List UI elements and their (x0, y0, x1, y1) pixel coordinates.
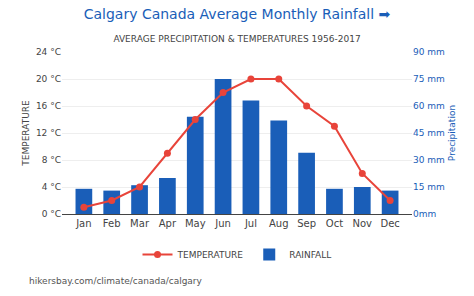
svg-text:Oct: Oct (326, 218, 343, 229)
svg-text:Calgary Canada Average Monthly: Calgary Canada Average Monthly Rainfall … (84, 6, 391, 22)
svg-text:90 mm: 90 mm (413, 47, 445, 57)
svg-text:hikersbay.com/climate/canada/c: hikersbay.com/climate/canada/calgary (29, 276, 203, 286)
svg-text:Feb: Feb (103, 218, 121, 229)
svg-text:Aug: Aug (269, 218, 289, 229)
svg-text:Jan: Jan (75, 218, 91, 229)
svg-text:24 °C: 24 °C (36, 47, 61, 57)
svg-text:75 mm: 75 mm (413, 74, 445, 84)
svg-text:Mar: Mar (130, 218, 150, 229)
svg-text:Dec: Dec (380, 218, 399, 229)
svg-text:AVERAGE PRECIPITATION & TEMPER: AVERAGE PRECIPITATION & TEMPERATURES 195… (113, 34, 360, 44)
svg-text:15 mm: 15 mm (413, 182, 445, 192)
svg-text:4 °C: 4 °C (42, 182, 61, 192)
svg-text:0 °C: 0 °C (42, 209, 61, 219)
svg-text:20 °C: 20 °C (36, 74, 61, 84)
svg-text:45 mm: 45 mm (413, 128, 445, 138)
svg-text:Jun: Jun (214, 218, 231, 229)
svg-text:May: May (185, 218, 206, 229)
svg-text:12 °C: 12 °C (36, 128, 61, 138)
svg-text:TEMPERATURE: TEMPERATURE (177, 250, 244, 260)
svg-text:Nov: Nov (353, 218, 373, 229)
svg-text:Precipitation: Precipitation (447, 105, 457, 161)
svg-text:8 °C: 8 °C (42, 155, 61, 165)
svg-text:16 °C: 16 °C (36, 101, 61, 111)
svg-text:0mm: 0mm (413, 209, 436, 219)
svg-text:TEMPERATURE: TEMPERATURE (21, 100, 31, 167)
svg-text:60 mm: 60 mm (413, 101, 445, 111)
svg-text:30 mm: 30 mm (413, 155, 445, 165)
svg-text:Jul: Jul (244, 218, 257, 229)
svg-text:RAINFALL: RAINFALL (289, 250, 331, 260)
svg-text:Apr: Apr (159, 218, 177, 229)
svg-text:Sep: Sep (297, 218, 316, 229)
